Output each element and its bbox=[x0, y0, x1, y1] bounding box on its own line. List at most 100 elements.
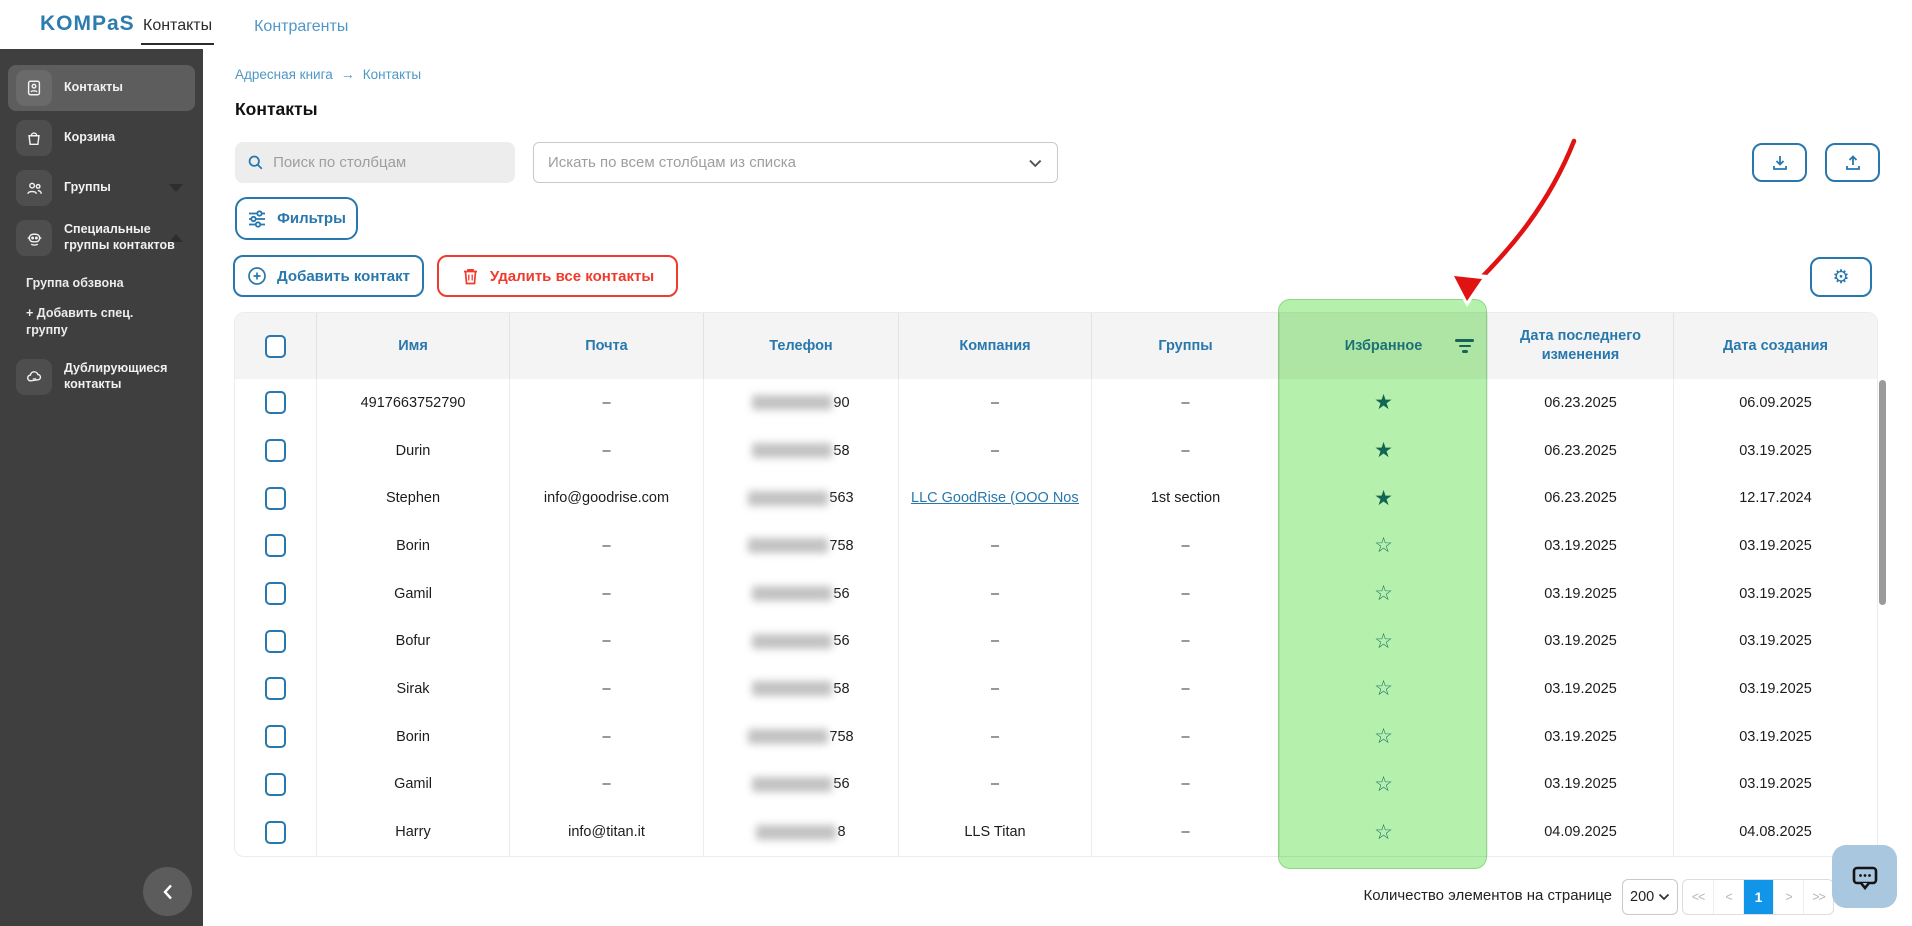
contact-email: – bbox=[509, 522, 703, 570]
phone-redacted-blur bbox=[752, 633, 833, 649]
add-contact-button[interactable]: Добавить контакт bbox=[233, 255, 424, 297]
table-settings-button[interactable]: ⚙ bbox=[1810, 257, 1872, 297]
row-checkbox[interactable] bbox=[265, 772, 286, 796]
contact-name: Bofur bbox=[316, 617, 509, 666]
contact-company: LLC GoodRise (OOO Nos… bbox=[898, 474, 1091, 523]
export-download-button[interactable] bbox=[1752, 143, 1807, 182]
row-checkbox[interactable] bbox=[265, 629, 286, 653]
date-last-modified: 03.19.2025 bbox=[1487, 665, 1673, 713]
annotation-arrow bbox=[1448, 136, 1579, 307]
pager-last-button[interactable]: >> bbox=[1803, 880, 1833, 914]
favorite-star-outline-icon[interactable]: ☆ bbox=[1374, 534, 1393, 558]
favorite-star-outline-icon[interactable]: ☆ bbox=[1374, 725, 1393, 749]
favorite-star-filled-icon[interactable]: ★ bbox=[1374, 439, 1393, 463]
table-header-row: Имя Почта Телефон Компания Группы Избран… bbox=[235, 313, 1877, 379]
favorite-star-outline-icon[interactable]: ☆ bbox=[1374, 820, 1393, 844]
row-checkbox[interactable] bbox=[265, 439, 286, 463]
header-company[interactable]: Компания bbox=[898, 313, 1091, 379]
header-name[interactable]: Имя bbox=[316, 313, 509, 379]
favorite-star-outline-icon[interactable]: ☆ bbox=[1374, 772, 1393, 796]
contact-groups: – bbox=[1091, 522, 1279, 570]
chat-widget-button[interactable] bbox=[1832, 845, 1897, 908]
contact-phone: 758 bbox=[703, 522, 898, 570]
favorite-star-filled-icon[interactable]: ★ bbox=[1374, 486, 1393, 510]
table-row: Stephen info@goodrise.com 563 LLC GoodRise … bbox=[235, 474, 1877, 523]
column-search-box bbox=[235, 142, 515, 183]
header-email[interactable]: Почта bbox=[509, 313, 703, 379]
sidebar-item-duplicate-contacts[interactable]: Дублирующиеся контакты bbox=[8, 354, 195, 400]
contact-groups: – bbox=[1091, 808, 1279, 856]
row-checkbox[interactable] bbox=[265, 534, 286, 558]
page-size-select[interactable]: 200 bbox=[1622, 879, 1678, 915]
all-columns-search-input[interactable] bbox=[548, 154, 1029, 171]
favorite-star-outline-icon[interactable]: ☆ bbox=[1374, 629, 1393, 653]
favorite-star-filled-icon[interactable]: ★ bbox=[1374, 391, 1393, 415]
header-phone[interactable]: Телефон bbox=[703, 313, 898, 379]
header-favorites[interactable]: Избранное bbox=[1279, 313, 1487, 379]
contact-company: – bbox=[898, 569, 1091, 618]
pager-prev-button[interactable]: < bbox=[1713, 880, 1743, 914]
favorite-star-outline-icon[interactable]: ☆ bbox=[1374, 677, 1393, 701]
row-checkbox-cell bbox=[235, 427, 316, 475]
breadcrumb-contacts[interactable]: Контакты bbox=[362, 66, 422, 82]
row-checkbox[interactable] bbox=[265, 486, 286, 510]
sidebar-subitem-call-group[interactable]: Группа обзвона bbox=[26, 276, 124, 290]
filters-button[interactable]: Фильтры bbox=[235, 197, 358, 240]
table-scrollbar[interactable] bbox=[1879, 380, 1886, 605]
table-row: Durin –58– – ★ 06.23.2025 03.19.2025 bbox=[235, 426, 1877, 475]
sidebar-subitem-add-special-group[interactable]: + Добавить спец. группу bbox=[26, 306, 134, 337]
row-checkbox-cell bbox=[235, 522, 316, 570]
phone-visible-digits: 8 bbox=[837, 824, 846, 841]
pager-next-button[interactable]: > bbox=[1773, 880, 1803, 914]
phone-visible-digits: 758 bbox=[829, 728, 854, 745]
favorite-cell: ★ bbox=[1279, 474, 1487, 523]
date-created: 04.08.2025 bbox=[1673, 808, 1877, 856]
header-date-modified[interactable]: Дата последнего изменения bbox=[1487, 313, 1673, 379]
sidebar-item-special-groups[interactable]: Специальные группы контактов bbox=[8, 215, 195, 261]
breadcrumb-arrow-icon: → bbox=[340, 66, 355, 82]
favorite-star-outline-icon[interactable]: ☆ bbox=[1374, 582, 1393, 606]
phone-redacted-blur bbox=[752, 776, 833, 792]
tab-contacts[interactable]: Контакты bbox=[141, 4, 215, 45]
robot-icon bbox=[16, 220, 52, 256]
contact-name: 4917663752790 bbox=[316, 379, 509, 427]
filters-sliders-icon bbox=[249, 209, 266, 228]
row-checkbox[interactable] bbox=[265, 677, 286, 701]
row-checkbox[interactable] bbox=[265, 725, 286, 749]
date-created: 03.19.2025 bbox=[1673, 712, 1877, 761]
chevron-up-icon bbox=[169, 234, 183, 242]
row-checkbox[interactable] bbox=[265, 820, 286, 844]
phone-redacted-blur bbox=[752, 681, 833, 697]
contact-name: Gamil bbox=[316, 760, 509, 809]
phone-visible-digits: 758 bbox=[829, 537, 854, 554]
date-created: 03.19.2025 bbox=[1673, 522, 1877, 570]
sidebar-collapse-button[interactable] bbox=[143, 867, 192, 916]
favorites-filter-icon[interactable] bbox=[1455, 339, 1474, 353]
company-link[interactable]: LLC GoodRise (OOO Nos… bbox=[911, 490, 1079, 507]
header-groups[interactable]: Группы bbox=[1091, 313, 1279, 379]
sidebar-item-groups[interactable]: Группы bbox=[8, 165, 195, 211]
chevron-down-icon[interactable] bbox=[1028, 158, 1043, 168]
sidebar: Контакты Корзина Группы bbox=[0, 49, 203, 926]
breadcrumb-address-book[interactable]: Адресная книга bbox=[235, 66, 333, 82]
table-row: 4917663752790–90– – ★ 06.23.2025 06.09.2025 bbox=[235, 379, 1877, 427]
header-date-created[interactable]: Дата создания bbox=[1673, 313, 1877, 379]
select-all-checkbox[interactable] bbox=[265, 334, 286, 358]
pager-page-1[interactable]: 1 bbox=[1743, 880, 1773, 914]
pager-first-button[interactable]: << bbox=[1691, 890, 1706, 904]
date-created: 03.19.2025 bbox=[1673, 569, 1877, 618]
sidebar-item-contacts[interactable]: Контакты bbox=[8, 65, 195, 111]
contacts-table: Имя Почта Телефон Компания Группы Избран… bbox=[234, 312, 1878, 857]
row-checkbox[interactable] bbox=[265, 391, 286, 415]
contact-groups: – bbox=[1091, 426, 1279, 475]
tab-counterparties[interactable]: Контрагенты bbox=[254, 18, 349, 35]
contact-name: Stephen bbox=[316, 474, 509, 523]
sidebar-item-trash[interactable]: Корзина bbox=[8, 115, 195, 161]
column-search-input[interactable] bbox=[273, 154, 503, 171]
row-checkbox[interactable] bbox=[265, 582, 286, 606]
delete-all-contacts-button[interactable]: Удалить все контакты bbox=[437, 255, 678, 297]
contact-name: Gamil bbox=[316, 569, 509, 618]
delete-all-contacts-label: Удалить все контакты bbox=[489, 267, 655, 285]
import-upload-button[interactable] bbox=[1825, 143, 1880, 182]
